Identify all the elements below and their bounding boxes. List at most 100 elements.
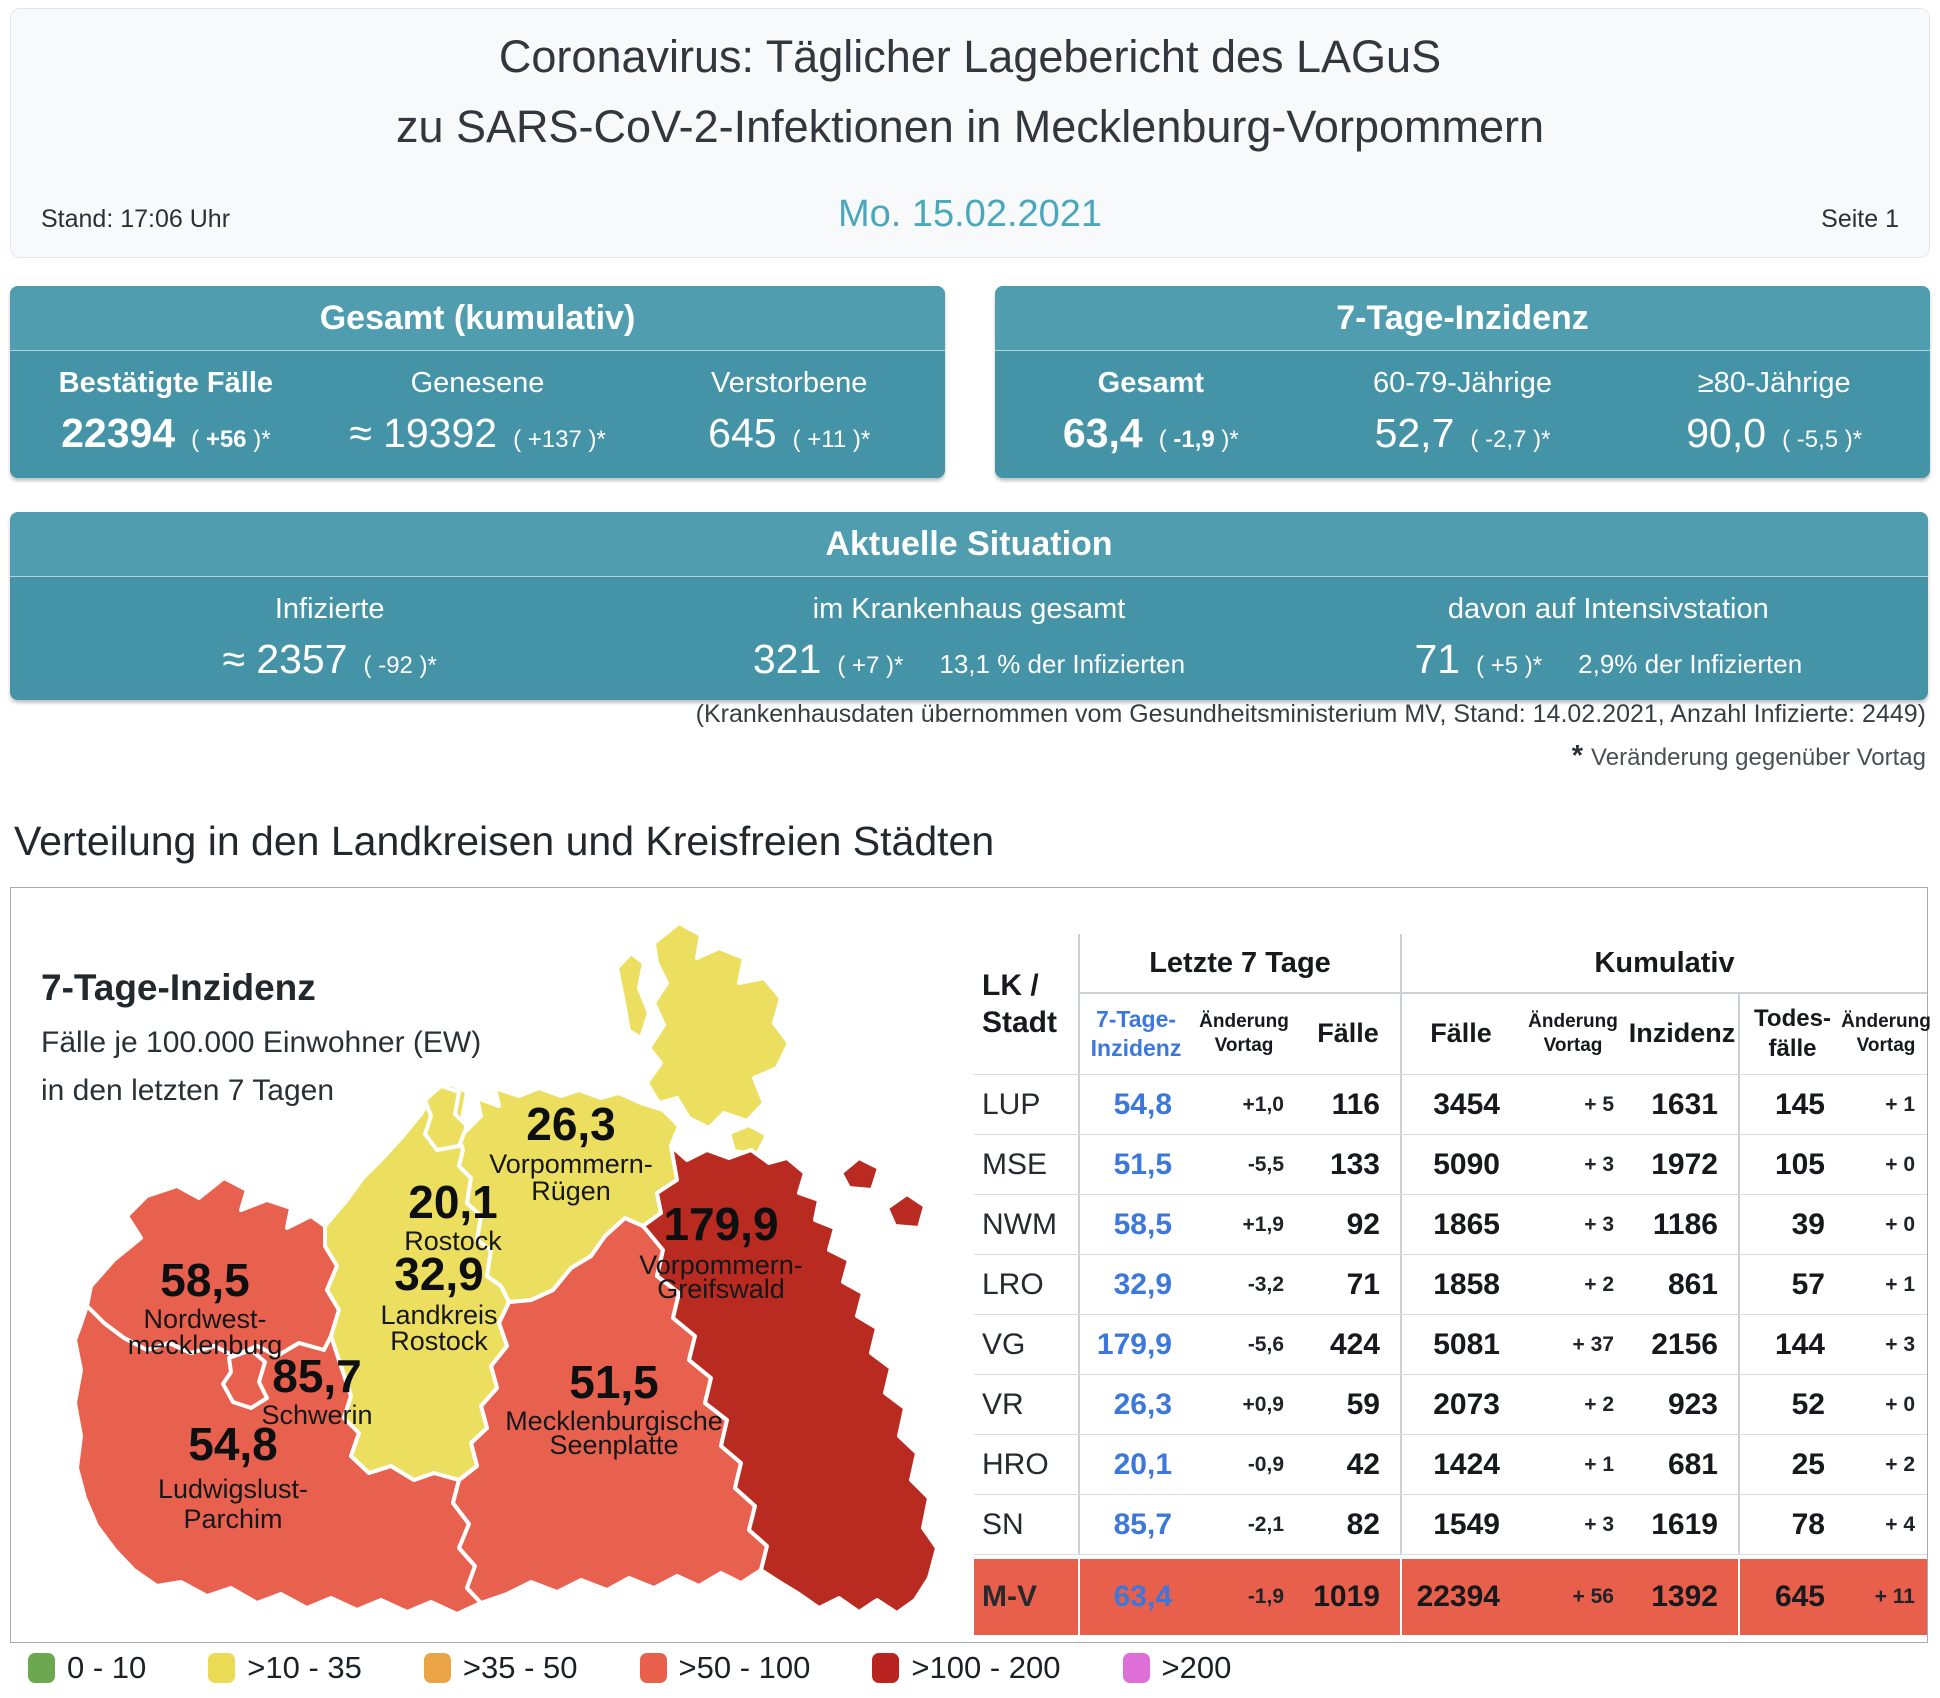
legend-label: >10 - 35 xyxy=(247,1650,362,1685)
cell-faelle-7t: 82 xyxy=(1346,1508,1380,1541)
page-number: Seite 1 xyxy=(1821,205,1899,233)
stat-value: 52,7 xyxy=(1374,410,1455,456)
cell-faelle-kumulativ: 1424 xyxy=(1433,1448,1500,1481)
cell-todesfaelle: 105 xyxy=(1774,1148,1825,1181)
cell-lk: LUP xyxy=(982,1088,1041,1121)
stat-value: 71 xyxy=(1414,636,1461,682)
cell-lk: VR xyxy=(982,1388,1024,1421)
column-header-aenderung-vortag: Änderung Vortag xyxy=(1528,1011,1618,1056)
cell-faelle-kumulativ: 3454 xyxy=(1433,1088,1500,1121)
stat-infizierte: Infizierte ≈ 2357 ( -92 )* xyxy=(10,577,649,683)
cell-7-tage-inzidenz: 32,9 xyxy=(1113,1268,1172,1301)
stat-label: 60-79-Jährige xyxy=(1373,367,1552,399)
table-total-row: M-V 63,4 -1,9 1019 22394 + 56 1392 645 + 11 xyxy=(974,1559,1927,1635)
column-header-todesfaelle: Todes-fälle xyxy=(1754,1005,1831,1062)
cell-inzidenz: 681 xyxy=(1667,1448,1718,1481)
cell-faelle-7t: 133 xyxy=(1329,1148,1380,1181)
distribution-panel: 7-Tage-Inzidenz Fälle je 100.000 Einwohn… xyxy=(10,887,1931,1643)
stat-change: ( +56 )* xyxy=(191,426,271,453)
column-divider xyxy=(1078,1375,1080,1434)
column-divider xyxy=(1400,1315,1402,1374)
district-table: LK / Stadt Letzte 7 Tage Kumulativ 7-Tage… xyxy=(974,934,1931,1635)
report-title-line2: zu SARS-CoV-2-Infektionen in Mecklenburg… xyxy=(395,101,1545,152)
legend-swatch xyxy=(423,1653,451,1683)
map-region-usedom-island-2 xyxy=(885,1192,927,1230)
asterisk: * xyxy=(1571,740,1584,772)
map-name-lup: Ludwigslust- xyxy=(158,1474,308,1504)
cell-faelle-kumulativ: 5081 xyxy=(1433,1328,1500,1361)
stat-value: 321 xyxy=(752,636,822,682)
cell-faelle-kumulativ: 22394 xyxy=(1402,1559,1520,1635)
panel-7-tage-inzidenz: 7-Tage-Inzidenz Gesamt 63,4 ( -1,9 )* 60… xyxy=(995,286,1930,478)
cell-7-tage-inzidenz: 20,1 xyxy=(1113,1448,1172,1481)
report-title-line1: Coronavirus: Täglicher Lagebericht des L… xyxy=(498,31,1442,82)
legend-label: >50 - 100 xyxy=(678,1650,811,1685)
cell-aenderung-vortag: -3,2 xyxy=(1247,1273,1284,1296)
map-value-lro: 32,9 xyxy=(394,1248,484,1300)
stat-change: ( +5 )* xyxy=(1476,652,1543,679)
map-name-vg: Vorpommern- xyxy=(639,1250,803,1280)
stat-value-row: 63,4 ( -1,9 )* xyxy=(1063,410,1239,457)
stat-label: Bestätigte Fälle xyxy=(58,367,273,399)
cell-lk: SN xyxy=(982,1508,1024,1541)
map-name-mse: Seenplatte xyxy=(549,1430,678,1460)
panel-gesamt-title: Gesamt (kumulativ) xyxy=(10,286,945,351)
stat-label: davon auf Intensivstation xyxy=(1447,593,1769,625)
cell-aenderung-vortag: + 3 xyxy=(1584,1213,1614,1236)
column-divider xyxy=(1738,1435,1740,1494)
map-region-ruegen-island xyxy=(645,921,791,1130)
cell-faelle-7t: 1019 xyxy=(1296,1559,1400,1635)
group-header-letzte-7-tage: Letzte 7 Tage xyxy=(1080,934,1400,994)
cell-inzidenz: 1186 xyxy=(1652,1208,1718,1241)
incidence-map: 7-Tage-Inzidenz Fälle je 100.000 Einwohn… xyxy=(41,921,939,1616)
cell-todesfaelle: 645 xyxy=(1740,1559,1845,1635)
column-divider xyxy=(1738,1135,1740,1194)
legend-item: >100 - 200 xyxy=(872,1650,1061,1686)
cell-faelle-7t: 42 xyxy=(1346,1448,1380,1481)
cell-inzidenz: 1631 xyxy=(1651,1088,1718,1121)
cell-aenderung-vortag: + 11 xyxy=(1845,1559,1927,1635)
stat-value-row: 22394 ( +56 )* xyxy=(61,410,270,457)
report-header-panel: Coronavirus: Täglicher Lagebericht des L… xyxy=(10,8,1930,258)
cell-todesfaelle: 25 xyxy=(1791,1448,1825,1481)
cell-7-tage-inzidenz: 58,5 xyxy=(1113,1208,1172,1241)
map-value-hro: 20,1 xyxy=(408,1176,498,1228)
column-header-faelle-kumulativ: Fälle xyxy=(1430,1018,1492,1049)
column-divider xyxy=(1078,1435,1080,1494)
stat-value: ≈ 2357 xyxy=(222,636,348,682)
map-name-mse: Mecklenburgische xyxy=(505,1406,723,1436)
stat-inzidenz-gesamt: Gesamt 63,4 ( -1,9 )* xyxy=(995,351,1307,457)
legend-label: >35 - 50 xyxy=(462,1650,578,1685)
map-region-rostock-city xyxy=(423,1084,469,1152)
legend-swatch xyxy=(872,1653,900,1683)
column-divider xyxy=(1738,1195,1740,1254)
legend-label: 0 - 10 xyxy=(67,1650,147,1685)
cell-aenderung-vortag: -5,5 xyxy=(1247,1153,1284,1176)
stat-change: ( +7 )* xyxy=(837,652,904,679)
map-name-lup: Parchim xyxy=(183,1504,282,1534)
cell-lk: MSE xyxy=(982,1148,1048,1181)
stat-label: ≥80-Jährige xyxy=(1697,367,1851,399)
stat-value-row: ≈ 19392 ( +137 )* xyxy=(349,410,606,457)
cell-todesfaelle: 145 xyxy=(1774,1088,1825,1121)
cell-aenderung-vortag: + 0 xyxy=(1885,1393,1915,1416)
hospital-data-note: (Krankenhausdaten übernommen vom Gesundh… xyxy=(695,700,1926,728)
cell-aenderung-vortag: + 3 xyxy=(1584,1513,1614,1536)
cell-aenderung-vortag: + 3 xyxy=(1885,1333,1915,1356)
column-divider xyxy=(1078,1255,1080,1314)
map-value-nwm: 58,5 xyxy=(160,1254,250,1306)
cell-7-tage-inzidenz: 63,4 xyxy=(1080,1559,1192,1635)
table-row: NWM 58,5 +1,9 92 1865 + 3 1186 39 + 0 xyxy=(974,1195,1927,1255)
map-name-vr: Rügen xyxy=(531,1176,611,1206)
legend-item: >200 xyxy=(1122,1650,1231,1686)
column-header-faelle-7t: Fälle xyxy=(1317,1018,1379,1049)
column-header-inzidenz: Inzidenz xyxy=(1628,1018,1736,1049)
cell-lk: HRO xyxy=(982,1448,1049,1481)
column-divider xyxy=(1078,1315,1080,1374)
stat-value-row: 52,7 ( -2,7 )* xyxy=(1375,410,1551,457)
cell-aenderung-vortag: + 0 xyxy=(1885,1213,1915,1236)
cell-7-tage-inzidenz: 85,7 xyxy=(1113,1508,1172,1541)
map-name-sn: Schwerin xyxy=(261,1400,372,1430)
stat-value-row: 645 ( +11 )* xyxy=(708,410,870,457)
cell-aenderung-vortag: + 0 xyxy=(1885,1153,1915,1176)
